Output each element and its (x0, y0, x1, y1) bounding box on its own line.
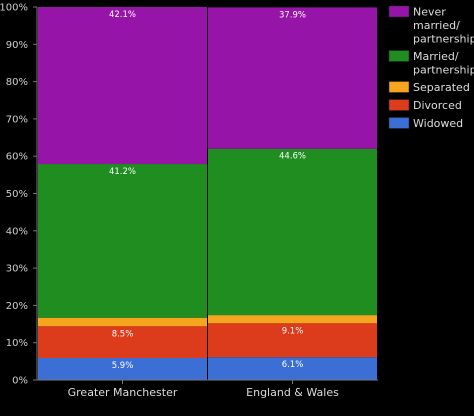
data-label-widowed-england-wales: 6.1% (282, 360, 304, 370)
data-label-widowed-greater-manchester: 5.9% (112, 361, 134, 371)
legend-label-widowed: Widowed (413, 117, 463, 130)
data-label-divorced-england-wales: 9.1% (282, 326, 304, 336)
legend-swatch-widowed (388, 117, 410, 129)
legend: Nevermarried/partnershipMarried/partners… (388, 5, 474, 130)
bar-segment-widowed-england-wales (208, 357, 377, 380)
y-tick-label: 90% (6, 40, 28, 51)
bars-layer (38, 7, 377, 380)
data-label-married-partnership-england-wales: 44.6% (279, 152, 306, 162)
y-tick-label: 80% (6, 77, 28, 88)
legend-label-never-married-partnership: married/ (413, 19, 460, 32)
legend-label-separated: Separated (413, 81, 470, 94)
x-category-label: Greater Manchester (68, 386, 178, 399)
bar-segment-divorced-greater-manchester (38, 326, 207, 358)
y-tick-label: 50% (6, 189, 28, 200)
bar-segment-married-partnership-england-wales (208, 148, 377, 316)
legend-label-never-married-partnership: Never (413, 6, 446, 19)
bar-segment-separated-england-wales (208, 315, 377, 324)
legend-label-married-partnership: Married/ (413, 50, 459, 63)
axes-layer: 0% 10% 20% 30% 40% 50% 60% 70% 80% 90% 100% Greater… (0, 3, 378, 399)
bar-segment-never-married-partnership-england-wales (208, 7, 377, 149)
y-tick-label: 60% (6, 152, 28, 163)
bar-segment-married-partnership-greater-manchester (38, 164, 207, 318)
y-tick-label: 70% (6, 114, 28, 125)
bar-segment-never-married-partnership-greater-manchester (38, 7, 207, 165)
data-label-married-partnership-greater-manchester: 41.2% (109, 167, 136, 177)
data-label-never-married-partnership-greater-manchester: 42.1% (109, 10, 136, 20)
data-label-never-married-partnership-england-wales: 37.9% (279, 10, 306, 20)
bar-segment-separated-greater-manchester (38, 317, 207, 327)
legend-swatch-separated (388, 81, 410, 93)
bar-segment-widowed-greater-manchester (38, 357, 207, 380)
data-labels-layer: 5.9% 8.5% 41.2% 42.1% 6.1% 9.1% 44.6% 37.9% (109, 10, 306, 371)
legend-swatch-never-married-partnership (388, 5, 410, 18)
legend-label-married-partnership: partnership (413, 64, 474, 77)
legend-label-never-married-partnership: partnership (413, 33, 474, 46)
y-tick-label: 0% (12, 376, 28, 387)
data-label-divorced-greater-manchester: 8.5% (112, 329, 134, 339)
y-tick-label: 10% (6, 338, 28, 349)
x-category-label: England & Wales (246, 386, 339, 399)
y-tick-label: 30% (6, 264, 28, 275)
legend-label-divorced: Divorced (413, 99, 462, 112)
legend-swatch-divorced (388, 99, 410, 111)
y-tick-label: 20% (6, 301, 28, 312)
y-tick-label: 100% (0, 3, 28, 14)
y-tick-label: 40% (6, 226, 28, 237)
bar-segment-divorced-england-wales (208, 323, 377, 358)
legend-swatch-married-partnership (388, 50, 410, 62)
